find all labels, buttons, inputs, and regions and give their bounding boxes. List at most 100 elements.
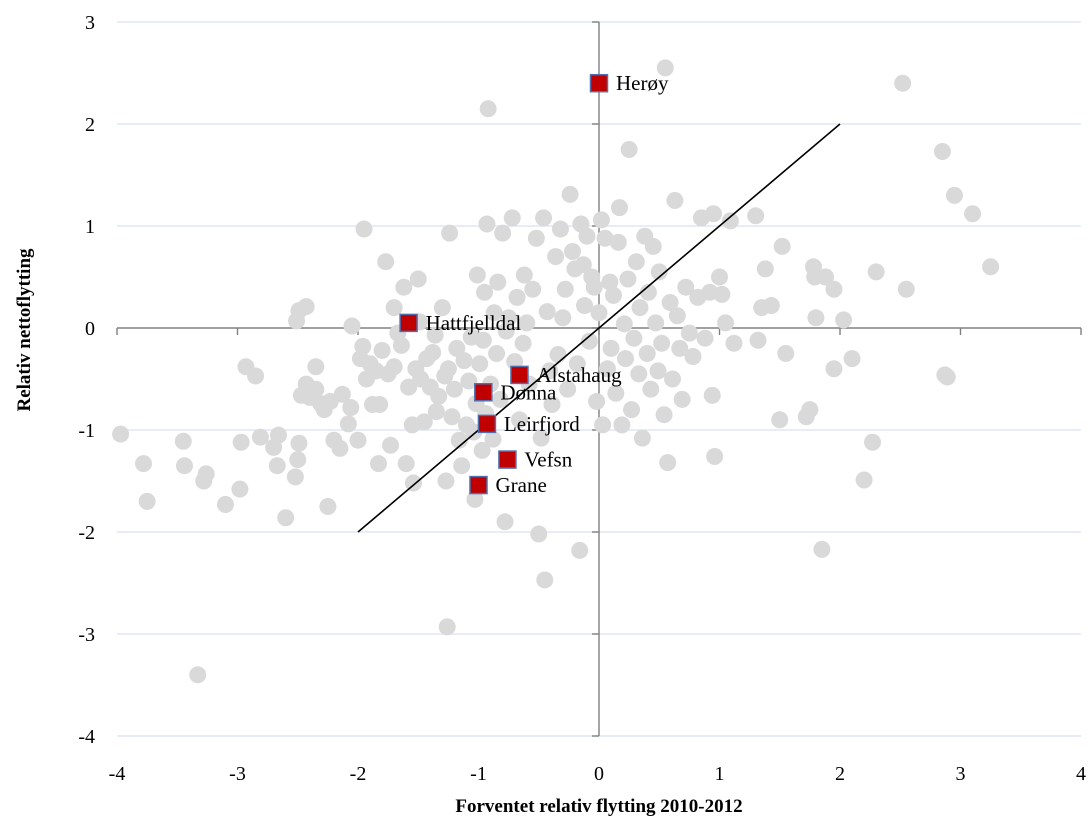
data-point — [485, 304, 503, 322]
data-point — [535, 209, 553, 227]
data-point — [610, 199, 628, 217]
data-point — [835, 311, 853, 329]
y-tick-label: -4 — [78, 726, 95, 748]
data-point — [897, 280, 915, 298]
data-point — [664, 370, 682, 388]
point-label: Vefsn — [524, 448, 572, 472]
data-point — [561, 185, 579, 203]
data-point — [704, 205, 722, 223]
data-point — [373, 341, 391, 359]
data-point — [625, 329, 643, 347]
x-tick-label: -2 — [350, 763, 367, 785]
data-point — [286, 468, 304, 486]
data-point — [443, 408, 461, 426]
data-point — [473, 441, 491, 459]
data-point — [655, 406, 673, 424]
data-point — [415, 413, 433, 431]
x-tick-label: -3 — [229, 763, 246, 785]
data-point — [601, 273, 619, 291]
data-point — [627, 253, 645, 271]
data-point — [596, 229, 614, 247]
data-point — [382, 436, 400, 454]
data-point — [631, 299, 649, 317]
data-point — [397, 455, 415, 473]
data-point — [585, 278, 603, 296]
data-point — [427, 403, 445, 421]
data-point — [982, 258, 1000, 276]
data-point — [749, 331, 767, 349]
data-point — [450, 431, 468, 449]
data-point — [174, 432, 192, 450]
data-point — [576, 297, 594, 315]
x-tick-label: -1 — [470, 763, 487, 785]
data-point — [453, 457, 471, 475]
data-point — [639, 283, 657, 301]
data-point — [232, 433, 250, 451]
data-point — [777, 345, 795, 362]
data-point — [666, 192, 684, 209]
data-point — [489, 273, 507, 291]
y-tick-label: 2 — [85, 114, 95, 136]
data-point — [515, 266, 533, 284]
data-point — [331, 439, 349, 457]
data-point — [371, 396, 389, 413]
data-point — [385, 299, 403, 317]
data-point — [680, 324, 698, 342]
data-point — [684, 348, 702, 366]
data-point — [354, 337, 372, 355]
data-point — [620, 141, 638, 158]
data-point — [385, 358, 403, 376]
y-tick-labels: 3 2 1 0 -1 -2 -3 -4 — [78, 12, 95, 748]
data-point — [964, 205, 982, 223]
data-point — [138, 492, 156, 510]
data-point — [554, 309, 572, 327]
x-tick-label: 2 — [835, 763, 845, 785]
data-point — [510, 411, 528, 429]
y-tick-label: -3 — [78, 624, 95, 646]
data-point — [471, 355, 489, 373]
data-point — [484, 430, 502, 448]
data-point — [642, 380, 660, 398]
data-point — [497, 322, 515, 340]
data-point — [392, 336, 410, 354]
data-point — [633, 429, 651, 447]
data-point — [615, 315, 633, 333]
data-point — [725, 334, 743, 352]
data-point — [514, 334, 532, 352]
data-point — [491, 390, 509, 408]
data-point — [619, 270, 637, 288]
data-point — [369, 455, 387, 473]
data-point — [508, 288, 526, 306]
data-point — [247, 367, 265, 385]
data-point — [503, 209, 521, 227]
data-point — [864, 433, 882, 451]
point-label: Herøy — [616, 71, 669, 95]
data-point — [439, 360, 457, 378]
data-point — [644, 237, 662, 255]
data-point — [424, 343, 442, 361]
data-point — [617, 350, 635, 368]
data-point — [319, 498, 337, 515]
data-point — [448, 339, 466, 357]
data-point — [711, 268, 728, 286]
data-point — [609, 233, 627, 251]
x-axis-title: Forventet relativ flytting 2010-2012 — [455, 796, 742, 817]
data-point — [574, 256, 592, 274]
data-point — [333, 385, 351, 403]
data-point — [426, 326, 444, 344]
data-point — [355, 220, 373, 238]
data-point — [476, 283, 494, 301]
data-point — [445, 380, 463, 398]
data-point — [433, 299, 451, 317]
data-point — [843, 350, 861, 368]
data-point — [938, 368, 956, 386]
data-point — [592, 211, 610, 229]
data-point — [468, 266, 486, 284]
data-point — [588, 392, 606, 410]
data-point — [269, 426, 287, 444]
data-point — [488, 345, 506, 362]
data-point — [538, 303, 556, 321]
data-point — [653, 334, 671, 352]
data-point — [474, 331, 492, 349]
data-point — [135, 455, 153, 473]
